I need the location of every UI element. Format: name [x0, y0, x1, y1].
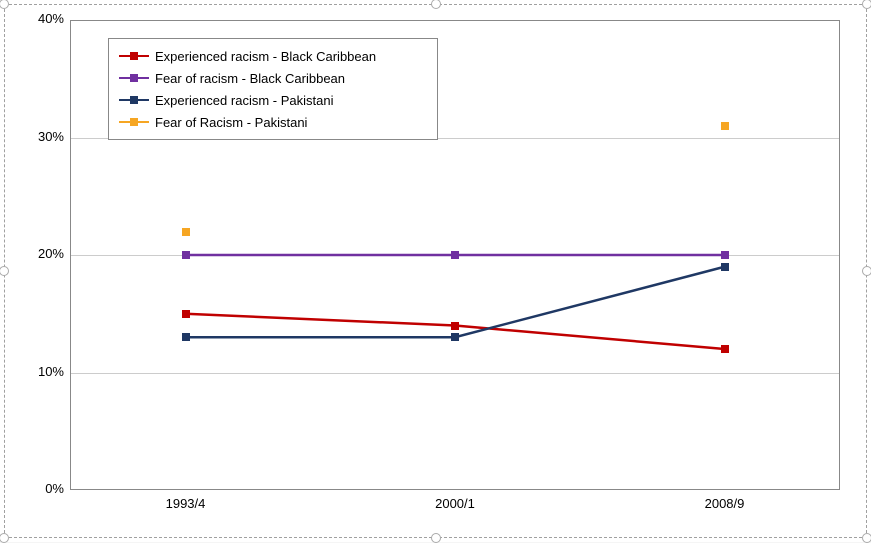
- series-marker-exp_black: [451, 322, 459, 330]
- legend-item-exp_pak[interactable]: Experienced racism - Pakistani: [119, 89, 427, 111]
- legend-item-exp_black[interactable]: Experienced racism - Black Caribbean: [119, 45, 427, 67]
- legend-swatch: [119, 48, 149, 64]
- legend[interactable]: Experienced racism - Black Caribbean Fear…: [108, 38, 438, 140]
- legend-label: Fear of Racism - Pakistani: [155, 115, 307, 130]
- series-marker-exp_black: [182, 310, 190, 318]
- series-marker-fear_black: [721, 251, 729, 259]
- series-marker-exp_pak: [451, 333, 459, 341]
- legend-label: Experienced racism - Black Caribbean: [155, 49, 376, 64]
- series-line-exp_black: [186, 314, 725, 349]
- chart-area[interactable]: 0%10%20%30%40% 1993/42000/12008/9 Experi…: [0, 0, 871, 542]
- series-marker-exp_pak: [182, 333, 190, 341]
- series-marker-fear_black: [182, 251, 190, 259]
- legend-swatch: [119, 70, 149, 86]
- series-marker-exp_black: [721, 345, 729, 353]
- legend-swatch: [119, 92, 149, 108]
- chart-editor-frame: 0%10%20%30%40% 1993/42000/12008/9 Experi…: [0, 0, 871, 542]
- legend-label: Experienced racism - Pakistani: [155, 93, 333, 108]
- legend-label: Fear of racism - Black Caribbean: [155, 71, 345, 86]
- series-marker-fear_black: [451, 251, 459, 259]
- legend-item-fear_pak[interactable]: Fear of Racism - Pakistani: [119, 111, 427, 133]
- series-marker-exp_pak: [721, 263, 729, 271]
- legend-swatch: [119, 114, 149, 130]
- series-marker-fear_pak: [721, 122, 729, 130]
- legend-item-fear_black[interactable]: Fear of racism - Black Caribbean: [119, 67, 427, 89]
- series-marker-fear_pak: [182, 228, 190, 236]
